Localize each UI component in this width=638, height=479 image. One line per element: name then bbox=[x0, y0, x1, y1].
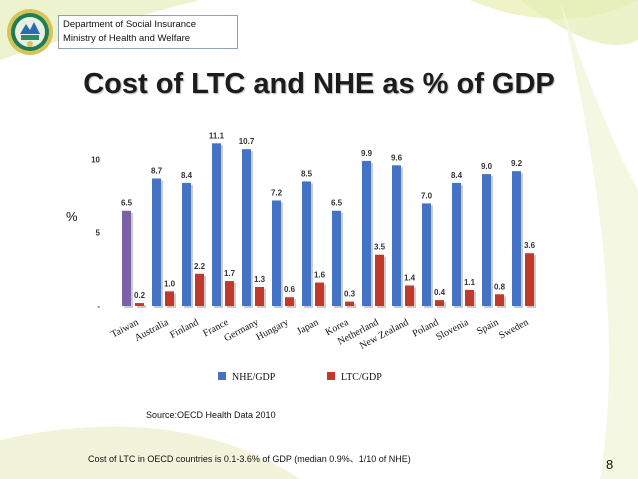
ltc-value-label: 2.2 bbox=[194, 262, 206, 271]
category-label: Sweden bbox=[497, 317, 530, 342]
nhe-bar bbox=[512, 171, 521, 306]
category-label: Hungary bbox=[254, 317, 290, 343]
ltc-bar bbox=[195, 273, 204, 306]
nhe-value-label: 8.4 bbox=[181, 171, 193, 180]
ltc-bar bbox=[375, 254, 384, 306]
ltc-value-label: 0.2 bbox=[134, 291, 146, 300]
nhe-value-label: 8.4 bbox=[451, 171, 463, 180]
legend-swatch-nhe bbox=[218, 372, 226, 380]
ltc-bar bbox=[525, 253, 534, 306]
nhe-bar bbox=[122, 210, 131, 306]
nhe-bar bbox=[482, 174, 491, 306]
nhe-bar bbox=[332, 210, 341, 306]
slide-title: Cost of LTC and NHE as % of GDP bbox=[83, 68, 555, 100]
y-tick-label: 10 bbox=[91, 155, 100, 164]
nhe-bar bbox=[452, 182, 461, 306]
ltc-value-label: 1.7 bbox=[224, 269, 236, 278]
ltc-bar bbox=[465, 289, 474, 306]
ltc-value-label: 1.0 bbox=[164, 279, 176, 288]
ltc-value-label: 0.8 bbox=[494, 282, 506, 291]
source-note: Source:OECD Health Data 2010 bbox=[146, 410, 276, 420]
y-tick-label: 5 bbox=[96, 229, 101, 238]
category-label: Slovenia bbox=[434, 317, 471, 343]
ltc-value-label: 3.5 bbox=[374, 243, 386, 252]
ltc-bar bbox=[345, 301, 354, 306]
category-label: Australia bbox=[133, 317, 171, 344]
ministry-logo bbox=[7, 9, 53, 55]
nhe-bar bbox=[212, 143, 221, 306]
ltc-value-label: 0.4 bbox=[434, 288, 446, 297]
page-number: 8 bbox=[606, 457, 614, 472]
ltc-bar bbox=[435, 300, 444, 306]
legend-label-ltc: LTC/GDP bbox=[341, 372, 382, 383]
ltc-bar bbox=[405, 285, 414, 306]
ltc-bar bbox=[135, 303, 144, 306]
ltc-bar bbox=[225, 281, 234, 306]
nhe-value-label: 7.2 bbox=[271, 188, 283, 197]
ltc-value-label: 1.6 bbox=[314, 271, 326, 280]
ltc-value-label: 0.3 bbox=[344, 290, 356, 299]
y-tick-label: - bbox=[97, 302, 100, 311]
legend-label-nhe: NHE/GDP bbox=[232, 372, 276, 383]
ltc-value-label: 1.4 bbox=[404, 273, 416, 282]
ltc-bar bbox=[165, 291, 174, 306]
bar-chart: -5106.50.2Taiwan8.71.0Australia8.42.2Fin… bbox=[91, 131, 536, 383]
legend-swatch-ltc bbox=[327, 372, 335, 380]
nhe-bar bbox=[242, 149, 251, 306]
department-label: Department of Social Insurance Ministry … bbox=[58, 15, 238, 49]
ltc-value-label: 3.6 bbox=[524, 241, 536, 250]
category-label: Spain bbox=[475, 317, 500, 337]
nhe-bar bbox=[362, 160, 371, 306]
nhe-bar bbox=[152, 178, 161, 306]
nhe-value-label: 10.7 bbox=[239, 137, 255, 146]
nhe-value-label: 6.5 bbox=[331, 199, 343, 208]
ltc-value-label: 1.1 bbox=[464, 278, 476, 287]
ltc-bar bbox=[255, 286, 264, 306]
ltc-value-label: 0.6 bbox=[284, 285, 296, 294]
nhe-value-label: 9.0 bbox=[481, 162, 493, 171]
nhe-bar bbox=[302, 181, 311, 306]
nhe-value-label: 7.0 bbox=[421, 191, 433, 200]
nhe-value-label: 11.1 bbox=[209, 131, 225, 140]
category-label: Germany bbox=[222, 317, 260, 344]
category-label: Japan bbox=[295, 317, 320, 337]
nhe-value-label: 9.9 bbox=[361, 149, 373, 158]
footnote: Cost of LTC in OECD countries is 0.1-3.6… bbox=[88, 454, 411, 464]
ltc-bar bbox=[315, 282, 324, 306]
y-unit-label: % bbox=[66, 209, 78, 224]
nhe-value-label: 9.2 bbox=[511, 159, 523, 168]
ltc-bar bbox=[495, 294, 504, 306]
category-label: Finland bbox=[168, 317, 200, 341]
ltc-bar-shadow bbox=[137, 305, 146, 308]
nhe-bar bbox=[392, 165, 401, 306]
nhe-bar bbox=[272, 200, 281, 306]
ltc-value-label: 1.3 bbox=[254, 275, 266, 284]
nhe-bar bbox=[422, 203, 431, 306]
department-name: Department of Social Insurance bbox=[63, 19, 197, 30]
nhe-bar bbox=[182, 182, 191, 306]
nhe-value-label: 9.6 bbox=[391, 153, 403, 162]
ministry-name: Ministry of Health and Welfare bbox=[63, 33, 191, 44]
nhe-value-label: 8.5 bbox=[301, 169, 313, 178]
ltc-bar bbox=[285, 297, 294, 306]
nhe-value-label: 6.5 bbox=[121, 199, 133, 208]
nhe-value-label: 8.7 bbox=[151, 167, 163, 176]
